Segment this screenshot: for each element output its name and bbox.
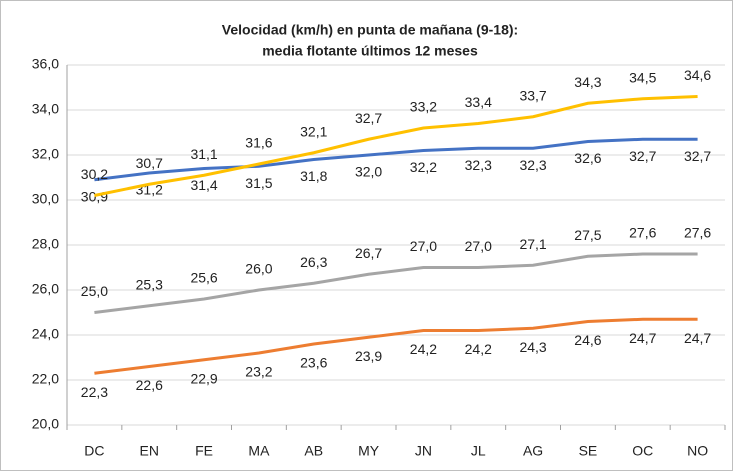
data-label: 31,1 — [190, 146, 217, 162]
data-label: 34,3 — [574, 74, 601, 90]
y-tick-label: 32,0 — [32, 146, 59, 162]
x-tick-label: MY — [358, 443, 380, 459]
data-label: 31,6 — [245, 135, 272, 151]
data-label: 26,0 — [245, 261, 272, 277]
series-line — [94, 252, 698, 314]
data-label: 27,5 — [574, 227, 601, 243]
data-label: 26,7 — [355, 245, 382, 261]
x-tick-label: FE — [195, 443, 213, 459]
data-label: 34,6 — [684, 67, 711, 83]
data-label: 25,6 — [190, 270, 217, 286]
x-tick-label: MA — [248, 443, 270, 459]
y-tick-label: 36,0 — [32, 56, 59, 72]
data-label: 32,6 — [574, 150, 601, 166]
x-tick-label: SE — [579, 443, 598, 459]
y-tick-label: 34,0 — [32, 101, 59, 117]
data-label: 23,9 — [355, 348, 382, 364]
data-label: 31,4 — [190, 177, 217, 193]
data-label: 25,3 — [136, 276, 163, 292]
x-tick-label: JN — [415, 443, 432, 459]
data-label: 24,7 — [629, 330, 656, 346]
data-label: 22,3 — [81, 384, 108, 400]
data-label: 31,5 — [245, 175, 272, 191]
data-label: 25,0 — [81, 283, 108, 299]
data-label: 30,2 — [81, 166, 108, 182]
data-label: 32,3 — [519, 157, 546, 173]
data-label: 32,3 — [465, 157, 492, 173]
x-tick-label: AB — [304, 443, 323, 459]
data-label: 23,6 — [300, 355, 327, 371]
x-tick-label: NO — [687, 443, 708, 459]
data-label: 27,1 — [519, 236, 546, 252]
chart-title: Velocidad (km/h) en punta de mañana (9-1… — [222, 22, 518, 38]
data-label: 26,3 — [300, 254, 327, 270]
y-tick-label: 28,0 — [32, 236, 59, 252]
data-label: 30,7 — [136, 155, 163, 171]
data-label: 24,7 — [684, 330, 711, 346]
y-tick-label: 30,0 — [32, 191, 59, 207]
data-label: 24,6 — [574, 332, 601, 348]
data-label: 27,0 — [465, 238, 492, 254]
data-label: 24,3 — [519, 339, 546, 355]
data-label: 34,5 — [629, 69, 656, 85]
data-label: 27,6 — [629, 225, 656, 241]
data-label: 33,2 — [410, 99, 437, 115]
y-tick-label: 26,0 — [32, 281, 59, 297]
x-tick-label: OC — [632, 443, 653, 459]
data-label: 22,9 — [190, 370, 217, 386]
data-label: 33,4 — [465, 94, 492, 110]
data-label: 24,2 — [410, 341, 437, 357]
x-tick-label: EN — [140, 443, 159, 459]
data-label: 32,7 — [684, 148, 711, 164]
chart-title: media flotante últimos 12 meses — [262, 43, 478, 59]
data-label: 31,8 — [300, 168, 327, 184]
data-label: 22,6 — [136, 377, 163, 393]
x-tick-label: JL — [471, 443, 486, 459]
series-line — [94, 137, 698, 182]
data-label: 32,7 — [355, 110, 382, 126]
data-label: 23,2 — [245, 364, 272, 380]
series-line — [94, 317, 698, 375]
data-label: 27,6 — [684, 225, 711, 241]
data-label: 32,0 — [355, 164, 382, 180]
x-tick-label: DC — [84, 443, 104, 459]
data-label: 30,9 — [81, 188, 108, 204]
y-tick-label: 20,0 — [32, 416, 59, 432]
data-label: 32,2 — [410, 159, 437, 175]
y-tick-label: 22,0 — [32, 371, 59, 387]
series-line — [94, 95, 698, 197]
data-label: 32,1 — [300, 123, 327, 139]
x-tick-label: AG — [523, 443, 543, 459]
data-label: 33,7 — [519, 87, 546, 103]
data-label: 27,0 — [410, 238, 437, 254]
y-tick-label: 24,0 — [32, 326, 59, 342]
data-label: 32,7 — [629, 148, 656, 164]
data-label: 24,2 — [465, 341, 492, 357]
